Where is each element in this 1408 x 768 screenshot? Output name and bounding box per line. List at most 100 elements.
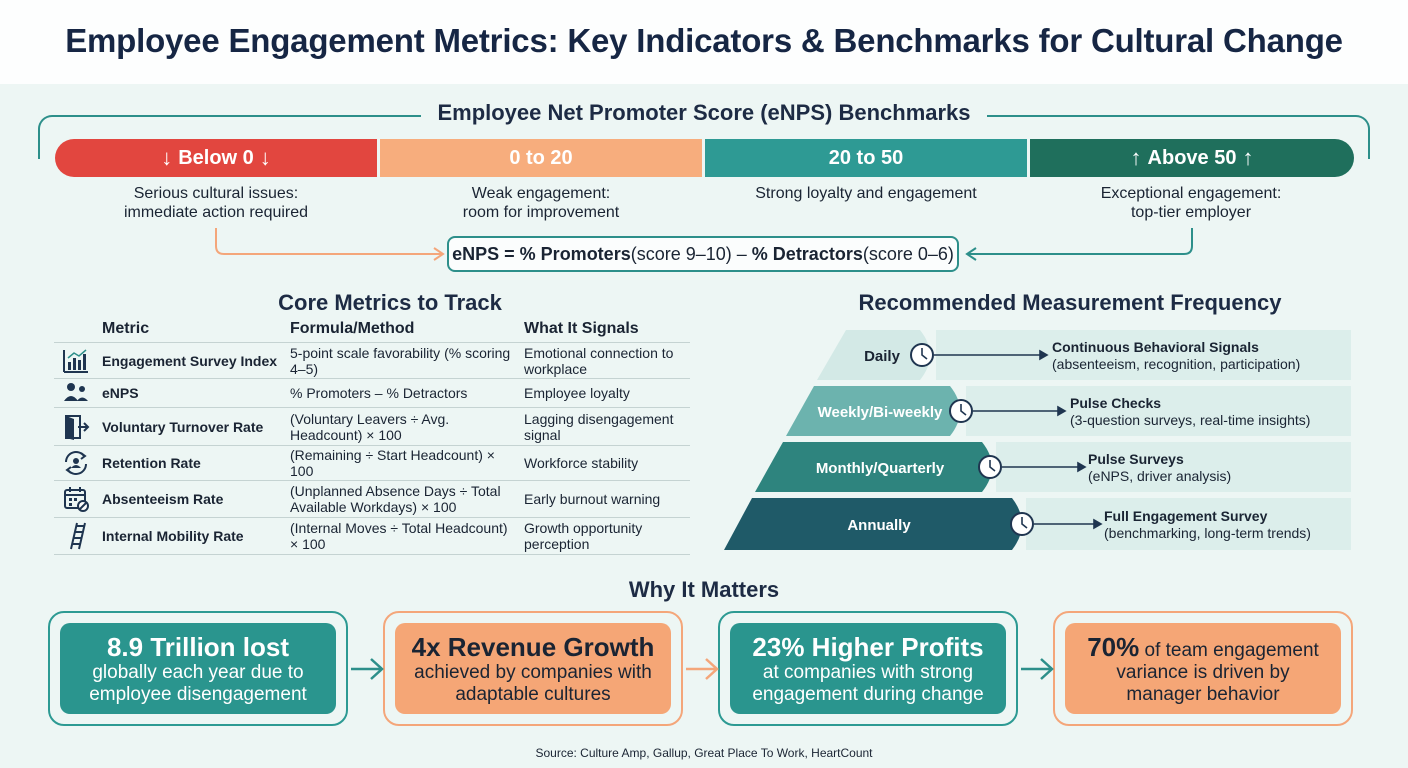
frequency-detail: (3-question surveys, real-time insights) (1070, 412, 1311, 428)
enps-desc-line: Serious cultural issues: (133, 185, 299, 202)
enps-desc-2: Weak engagement: room for improvement (380, 184, 702, 222)
enps-segment-label: 20 to 50 (828, 146, 904, 169)
frequency-heading: Pulse Surveys (1088, 451, 1184, 467)
frequency-label: Monthly/Quarterly (815, 459, 945, 477)
header (0, 0, 1408, 84)
frequency-label: Weekly/Bi-weekly (817, 403, 943, 421)
why-card-big: 70% (1087, 631, 1140, 662)
metric-formula: (Voluntary Leavers ÷ Avg. Headcount) × 1… (286, 407, 520, 446)
arrow-up-icon: ↑ (1242, 145, 1254, 170)
frequency-heading: Full Engagement Survey (1104, 508, 1268, 524)
core-metrics-title: Core Metrics to Track (278, 290, 502, 315)
metric-formula: 5-point scale favorability (% scoring 4–… (286, 342, 520, 379)
why-title: Why It Matters (628, 577, 780, 602)
metric-name: Retention Rate (98, 445, 286, 481)
table-header: Metric (102, 320, 150, 337)
frequency-detail: (absenteeism, recognition, participation… (1052, 356, 1301, 372)
chevron-right-icon (351, 658, 384, 680)
why-card-small: at companies with strong engagement duri… (752, 661, 984, 705)
enps-desc-line: top-tier employer (1130, 204, 1252, 221)
enps-formula: eNPS = % Promoters (score 9–10) – % Detr… (447, 236, 959, 272)
frequency-label: Daily (864, 347, 900, 365)
metric-formula: (Remaining ÷ Start Headcount) × 100 (286, 445, 520, 481)
why-card-inner: 23% Higher Profits at companies with str… (730, 623, 1006, 714)
enps-title-wrap: Employee Net Promoter Score (eNPS) Bench… (0, 100, 1408, 126)
formula-detractors: % Detractors (751, 243, 863, 264)
frequency-desc-weekly: Pulse Checks (3-question surveys, real-ti… (1070, 395, 1310, 429)
enps-desc-line: Exceptional engagement: (1100, 185, 1282, 202)
enps-title: Employee Net Promoter Score (eNPS) Bench… (421, 100, 987, 126)
metric-signal: Lagging disengagement signal (520, 407, 690, 446)
table-header: Formula/Method (290, 320, 415, 337)
enps-segment-label: Above 50 (1147, 146, 1237, 169)
people-icon (54, 378, 98, 408)
why-card-small: globally each year due to employee disen… (89, 661, 307, 705)
frequency-detail: (benchmarking, long-term trends) (1104, 525, 1311, 541)
chevron-right-icon (686, 658, 719, 680)
table-row: Absenteeism Rate (Unplanned Absence Days… (54, 480, 690, 518)
why-card-inner: 70% of team engagement variance is drive… (1065, 623, 1341, 714)
metric-name: Engagement Survey Index (98, 342, 286, 379)
why-card-big: 4x Revenue Growth (411, 631, 655, 662)
retention-cycle-icon (54, 445, 98, 481)
why-card-text: 70% of team engagement variance is drive… (1065, 632, 1341, 706)
frequency-desc-annually: Full Engagement Survey (benchmarking, lon… (1104, 508, 1311, 542)
enps-desc-line: Weak engagement: (471, 185, 611, 202)
chevron-right-icon (1021, 658, 1054, 680)
arrow-down-icon: ↓ (161, 145, 173, 170)
frequency-label-monthly: Monthly/Quarterly (755, 442, 1005, 494)
exit-door-icon (54, 407, 98, 446)
calendar-blocked-icon (54, 480, 98, 518)
metric-name: Internal Mobility Rate (98, 517, 286, 555)
pyramid-level-daily (817, 330, 930, 380)
formula-lhs: eNPS = (452, 243, 515, 264)
enps-segment-0-20: 0 to 20 (380, 139, 702, 177)
enps-desc-line: Strong loyalty and engagement (755, 185, 977, 202)
frequency-desc-monthly: Pulse Surveys (eNPS, driver analysis) (1088, 451, 1231, 485)
why-card-small: of team engagement variance is driven by… (1116, 639, 1319, 705)
frequency-label-daily: Daily (817, 330, 947, 382)
arrow-up-icon: ↑ (1130, 145, 1142, 170)
metric-signal: Employee loyalty (520, 378, 690, 408)
enps-segment-20-50: 20 to 50 (705, 139, 1027, 177)
enps-desc-4: Exceptional engagement: top-tier employe… (1030, 184, 1352, 222)
metric-name: Voluntary Turnover Rate (98, 407, 286, 446)
enps-desc-line: room for improvement (462, 204, 620, 221)
why-card-profits: 23% Higher Profits at companies with str… (718, 611, 1018, 726)
enps-desc-1: Serious cultural issues: immediate actio… (55, 184, 377, 222)
formula-promoters-note: (score 9–10) – (630, 243, 747, 264)
table-row: eNPS % Promoters – % Detractors Employee… (54, 378, 690, 408)
why-card-revenue: 4x Revenue Growth achieved by companies … (383, 611, 683, 726)
source-note: Source: Culture Amp, Gallup, Great Place… (535, 746, 873, 760)
table-header: What It Signals (524, 320, 639, 337)
why-card-inner: 4x Revenue Growth achieved by companies … (395, 623, 671, 714)
metric-signal: Growth opportunity perception (520, 517, 690, 555)
connector-arrow-left (215, 228, 445, 261)
frequency-title: Recommended Measurement Frequency (858, 290, 1282, 315)
frequency-heading: Continuous Behavioral Signals (1052, 339, 1259, 355)
pyramid-level-annually (724, 498, 1022, 550)
table-row: Internal Mobility Rate (Internal Moves ÷… (54, 517, 690, 555)
why-card-inner: 8.9 Trillion lost globally each year due… (60, 623, 336, 714)
core-metrics-table: Metric Formula/Method What It Signals En… (54, 318, 690, 555)
enps-segment-label: Below 0 (178, 146, 254, 169)
metric-name: Absenteeism Rate (98, 480, 286, 518)
formula-detractors-note: (score 0–6) (862, 243, 954, 264)
bar-chart-icon (54, 342, 98, 379)
why-card-big: 23% Higher Profits (752, 631, 984, 662)
formula-promoters: % Promoters (519, 243, 631, 264)
frequency-label-annually: Annually (724, 499, 1034, 551)
pyramid-level-weekly (786, 386, 960, 436)
frequency-label-weekly: Weekly/Bi-weekly (786, 386, 956, 438)
table-row: Voluntary Turnover Rate (Voluntary Leave… (54, 407, 690, 446)
table-header-row: Metric Formula/Method What It Signals (54, 318, 690, 343)
enps-desc-line: immediate action required (123, 204, 309, 221)
frequency-desc-daily: Continuous Behavioral Signals (absenteeis… (1052, 339, 1300, 373)
metric-name: eNPS (98, 378, 286, 408)
arrow-down-icon: ↓ (259, 145, 271, 170)
page-title: Employee Engagement Metrics: Key Indicat… (65, 22, 1343, 59)
metric-formula: % Promoters – % Detractors (286, 378, 520, 408)
frequency-pyramid (724, 330, 1351, 550)
frequency-label: Annually (847, 516, 911, 534)
table-row: Retention Rate (Remaining ÷ Start Headco… (54, 445, 690, 481)
